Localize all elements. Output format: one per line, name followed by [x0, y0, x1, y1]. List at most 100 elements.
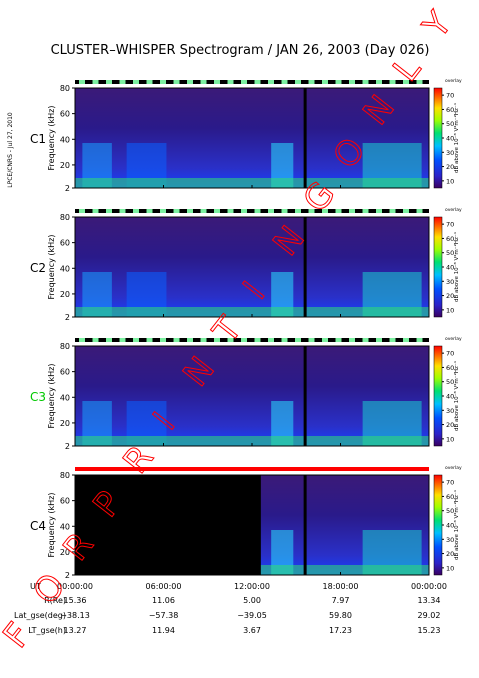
status-bar-segment: [133, 80, 139, 84]
status-bar-segment: [322, 80, 328, 84]
status-bar-segment: [106, 80, 112, 84]
y-tick-label: 80: [60, 342, 70, 351]
panel-c4: 2 20 40 60 80 Frequency (kHz)C4 10 20 30 40 50 60 70…: [30, 465, 462, 580]
status-bar-segment: [200, 80, 207, 84]
orbit-value: 11.06: [152, 596, 175, 605]
y-tick-label: 60: [60, 239, 70, 248]
status-bar-segment: [389, 338, 396, 342]
colorbar-tick-label: 70: [446, 221, 454, 229]
status-bar-segment: [403, 80, 409, 84]
status-bar-segment: [214, 209, 220, 213]
colorbar: [433, 216, 443, 318]
status-bar-segment: [281, 80, 288, 84]
status-bar-segment: [254, 209, 261, 213]
status-bar-segment: [200, 209, 207, 213]
y-tick-label: 60: [60, 110, 70, 119]
status-bar-segment: [106, 209, 112, 213]
status-bar-segment: [362, 338, 369, 342]
status-bar-segment: [268, 80, 274, 84]
colorbar-tick-label: 30: [446, 149, 454, 157]
y-tick-label: 20: [60, 161, 70, 170]
status-bar-segment: [335, 80, 342, 84]
status-bar-segment: [241, 209, 247, 213]
x-tick-label: 00:00:00: [57, 582, 93, 591]
status-bar-segment: [308, 80, 315, 84]
y-tick-label: 80: [60, 471, 70, 480]
orbit-value: −57.38: [149, 611, 179, 620]
side-credit: LPCE/CNRS - Jul 27, 2010: [7, 112, 14, 188]
panel-label: C4: [30, 519, 46, 533]
status-bar-segment: [119, 80, 126, 84]
status-bar-segment: [308, 209, 315, 213]
x-tick-label: 06:00:00: [146, 582, 182, 591]
figure-title: CLUSTER–WHISPER Spectrogram / JAN 26, 20…: [51, 43, 430, 58]
stamp-letter: F: [0, 615, 39, 655]
y-tick-label: 40: [60, 264, 70, 273]
colorbar-tick-label: 20: [446, 163, 454, 171]
colorbar-tick-label: 30: [446, 536, 454, 544]
data-marker-line: [303, 217, 307, 317]
low-freq-emission: [75, 307, 429, 317]
colorbar-tick-label: 50: [446, 507, 454, 515]
status-bar-segment: [214, 80, 220, 84]
x-tick-label: 18:00:00: [323, 582, 359, 591]
colorbar: [433, 87, 443, 189]
panel-label: C2: [30, 261, 46, 275]
orbit-row-label: R(Re): [44, 596, 66, 605]
status-bar-segment: [362, 80, 369, 84]
status-bar-segment: [133, 338, 139, 342]
colorbar-label: dB above 10⁻⁸ V²m⁻²Hz⁻¹: [453, 232, 460, 302]
data-gap: [75, 475, 261, 575]
status-bar-segment: [349, 209, 355, 213]
colorbar-tick-label: 30: [446, 278, 454, 286]
y-tick-label: 20: [60, 290, 70, 299]
colorbar-tick-label: 60: [446, 364, 454, 372]
status-bar-segment: [349, 80, 355, 84]
orbit-value: 15.36: [64, 596, 87, 605]
status-bar-segment: [146, 209, 153, 213]
colorbar-tick-label: 20: [446, 550, 454, 558]
colorbar-label: dB above 10⁻⁸ V²m⁻²Hz⁻¹: [453, 103, 460, 173]
y-axis-label: Frequency (kHz): [47, 235, 56, 300]
status-bar-segment: [376, 80, 382, 84]
status-bar-segment: [389, 80, 396, 84]
status-bar-segment: [322, 338, 328, 342]
status-bar: [75, 80, 429, 84]
y-tick-label: 20: [60, 419, 70, 428]
status-bar-segment: [403, 338, 409, 342]
status-bar-segment: [295, 209, 301, 213]
status-bar-segment: [133, 209, 139, 213]
orbit-value: 13.27: [64, 626, 87, 635]
status-bar-segment: [281, 209, 288, 213]
colorbar-tick-label: 40: [446, 522, 454, 530]
status-bar-segment: [173, 209, 180, 213]
orbit-value: 15.23: [418, 626, 441, 635]
y-axis-label: Frequency (kHz): [47, 493, 56, 558]
y-tick-label: 2: [65, 571, 70, 580]
status-bar-segment: [79, 80, 85, 84]
status-bar-segment: [308, 338, 315, 342]
low-freq-emission: [75, 436, 429, 446]
y-tick-label: 60: [60, 368, 70, 377]
y-tick-label: 2: [65, 313, 70, 322]
status-bar-segment: [335, 209, 342, 213]
status-bar-segment: [416, 80, 423, 84]
orbit-value: 11.94: [152, 626, 175, 635]
colorbar-tick-label: 60: [446, 493, 454, 501]
data-marker-line: [303, 88, 307, 188]
orbit-value: 17.23: [329, 626, 352, 635]
status-bar-segment: [268, 338, 274, 342]
colorbar-tick-label: 10: [446, 564, 454, 572]
x-tick-label: 12:00:00: [234, 582, 270, 591]
status-bar-segment: [92, 80, 99, 84]
status-bar: [75, 209, 429, 213]
panel-c1: 2 20 40 60 80 Frequency (kHz)C1 10 20 30 40 50 60 70…: [30, 78, 462, 193]
status-bar-segment: [416, 209, 423, 213]
panel-c2: 2 20 40 60 80 Frequency (kHz)C2 10 20 30 40 50 60 70…: [30, 207, 462, 322]
colorbar: [433, 474, 443, 576]
colorbar-tick-label: 70: [446, 479, 454, 487]
y-tick-label: 40: [60, 522, 70, 531]
panel-label: C1: [30, 132, 46, 146]
data-marker-line: [303, 475, 307, 575]
